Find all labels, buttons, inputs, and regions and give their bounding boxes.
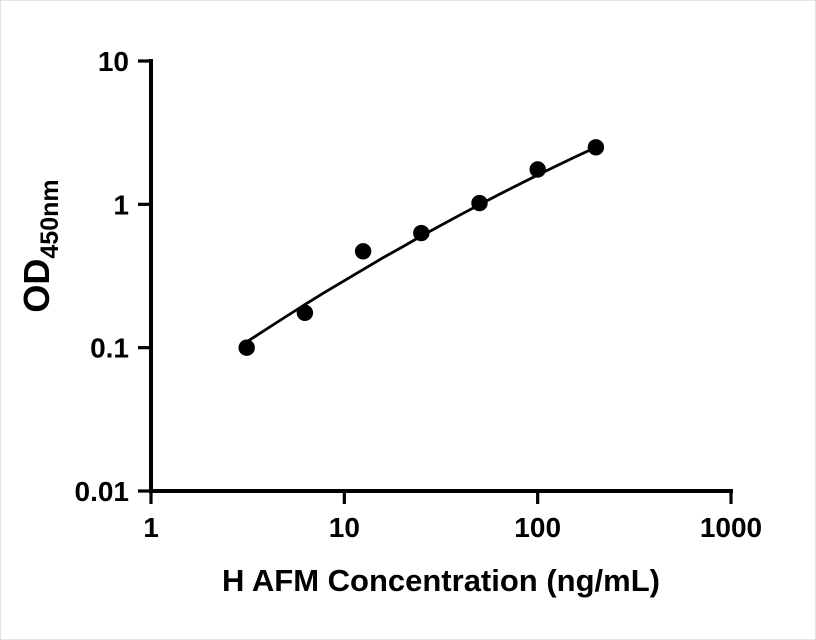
y-tick-label: 10 <box>98 46 129 77</box>
x-tick-label: 1 <box>143 512 159 543</box>
x-axis-title: H AFM Concentration (ng/mL) <box>222 563 660 598</box>
y-tick-label: 1 <box>113 189 129 220</box>
y-axis-title: OD450nm <box>16 179 64 312</box>
x-tick-label: 100 <box>514 512 561 543</box>
data-point <box>354 243 372 260</box>
data-point <box>413 224 430 242</box>
y-tick-label: 0.1 <box>90 333 129 364</box>
y-tick-label: 0.01 <box>75 476 130 507</box>
y-axis-title-main: OD <box>16 259 57 313</box>
data-point <box>238 339 255 356</box>
x-tick-label: 1000 <box>700 512 762 543</box>
x-tick-label: 10 <box>329 512 360 543</box>
data-point <box>471 194 488 212</box>
plot-area: 1 10 100 1000 0.01 0.1 1 10 <box>75 46 763 543</box>
y-axis-title-sub: 450nm <box>36 179 64 258</box>
data-point <box>529 161 546 178</box>
data-point <box>296 304 314 321</box>
data-point <box>587 139 605 156</box>
